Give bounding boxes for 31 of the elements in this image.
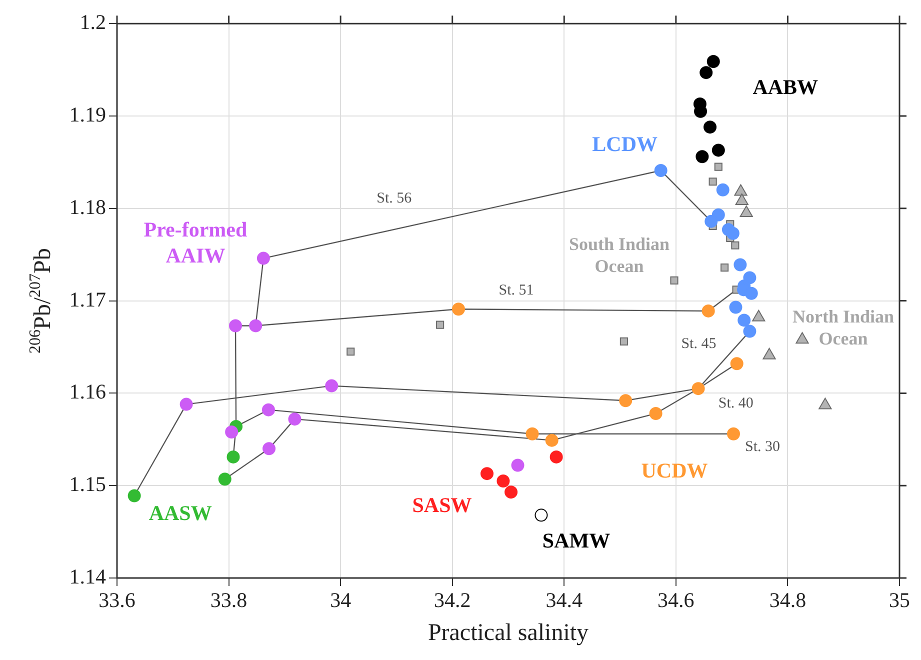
series-label: SASW <box>412 493 472 518</box>
series-label: UCDW <box>641 458 708 482</box>
x-tick-label: 34 <box>330 588 352 612</box>
y-tick-label: 1.16 <box>69 380 106 404</box>
x-tick-label: 34.6 <box>658 588 694 612</box>
x-tick-label: 35 <box>889 588 910 612</box>
series-label: Pre-formed AAIW <box>144 218 248 268</box>
x-tick-label: 34.8 <box>769 588 806 612</box>
y-tick-label: 1.15 <box>69 472 106 496</box>
x-tick-label: 33.6 <box>98 588 136 612</box>
series-label: St. 56 <box>376 190 412 206</box>
series-label: South Indian Ocean <box>568 234 670 276</box>
y-tick-label: 1.2 <box>80 10 106 34</box>
series-label: St. 40 <box>718 396 754 412</box>
y-tick-label: 1.18 <box>69 194 106 219</box>
series-label: AABW <box>752 74 818 99</box>
x-tick-label: 34.2 <box>434 588 471 612</box>
series-label: AASW <box>148 501 212 526</box>
series-label: SAMW <box>542 528 610 553</box>
series-label: St. 51 <box>498 282 534 299</box>
series-label: LCDW <box>592 132 658 156</box>
series-label: St. 30 <box>744 438 780 455</box>
y-tick-label: 1.19 <box>69 102 106 127</box>
series-label: North Indian Ocean <box>792 306 894 348</box>
y-axis-title: 206Pb/207Pb <box>27 248 56 354</box>
series-label: St. 45 <box>681 336 716 352</box>
x-tick-label: 34.4 <box>546 588 584 612</box>
y-tick-label: 1.14 <box>69 564 106 589</box>
x-tick-label: 33.8 <box>210 588 248 612</box>
y-tick-label: 1.17 <box>69 287 106 312</box>
x-axis-title: Practical salinity <box>428 620 589 646</box>
